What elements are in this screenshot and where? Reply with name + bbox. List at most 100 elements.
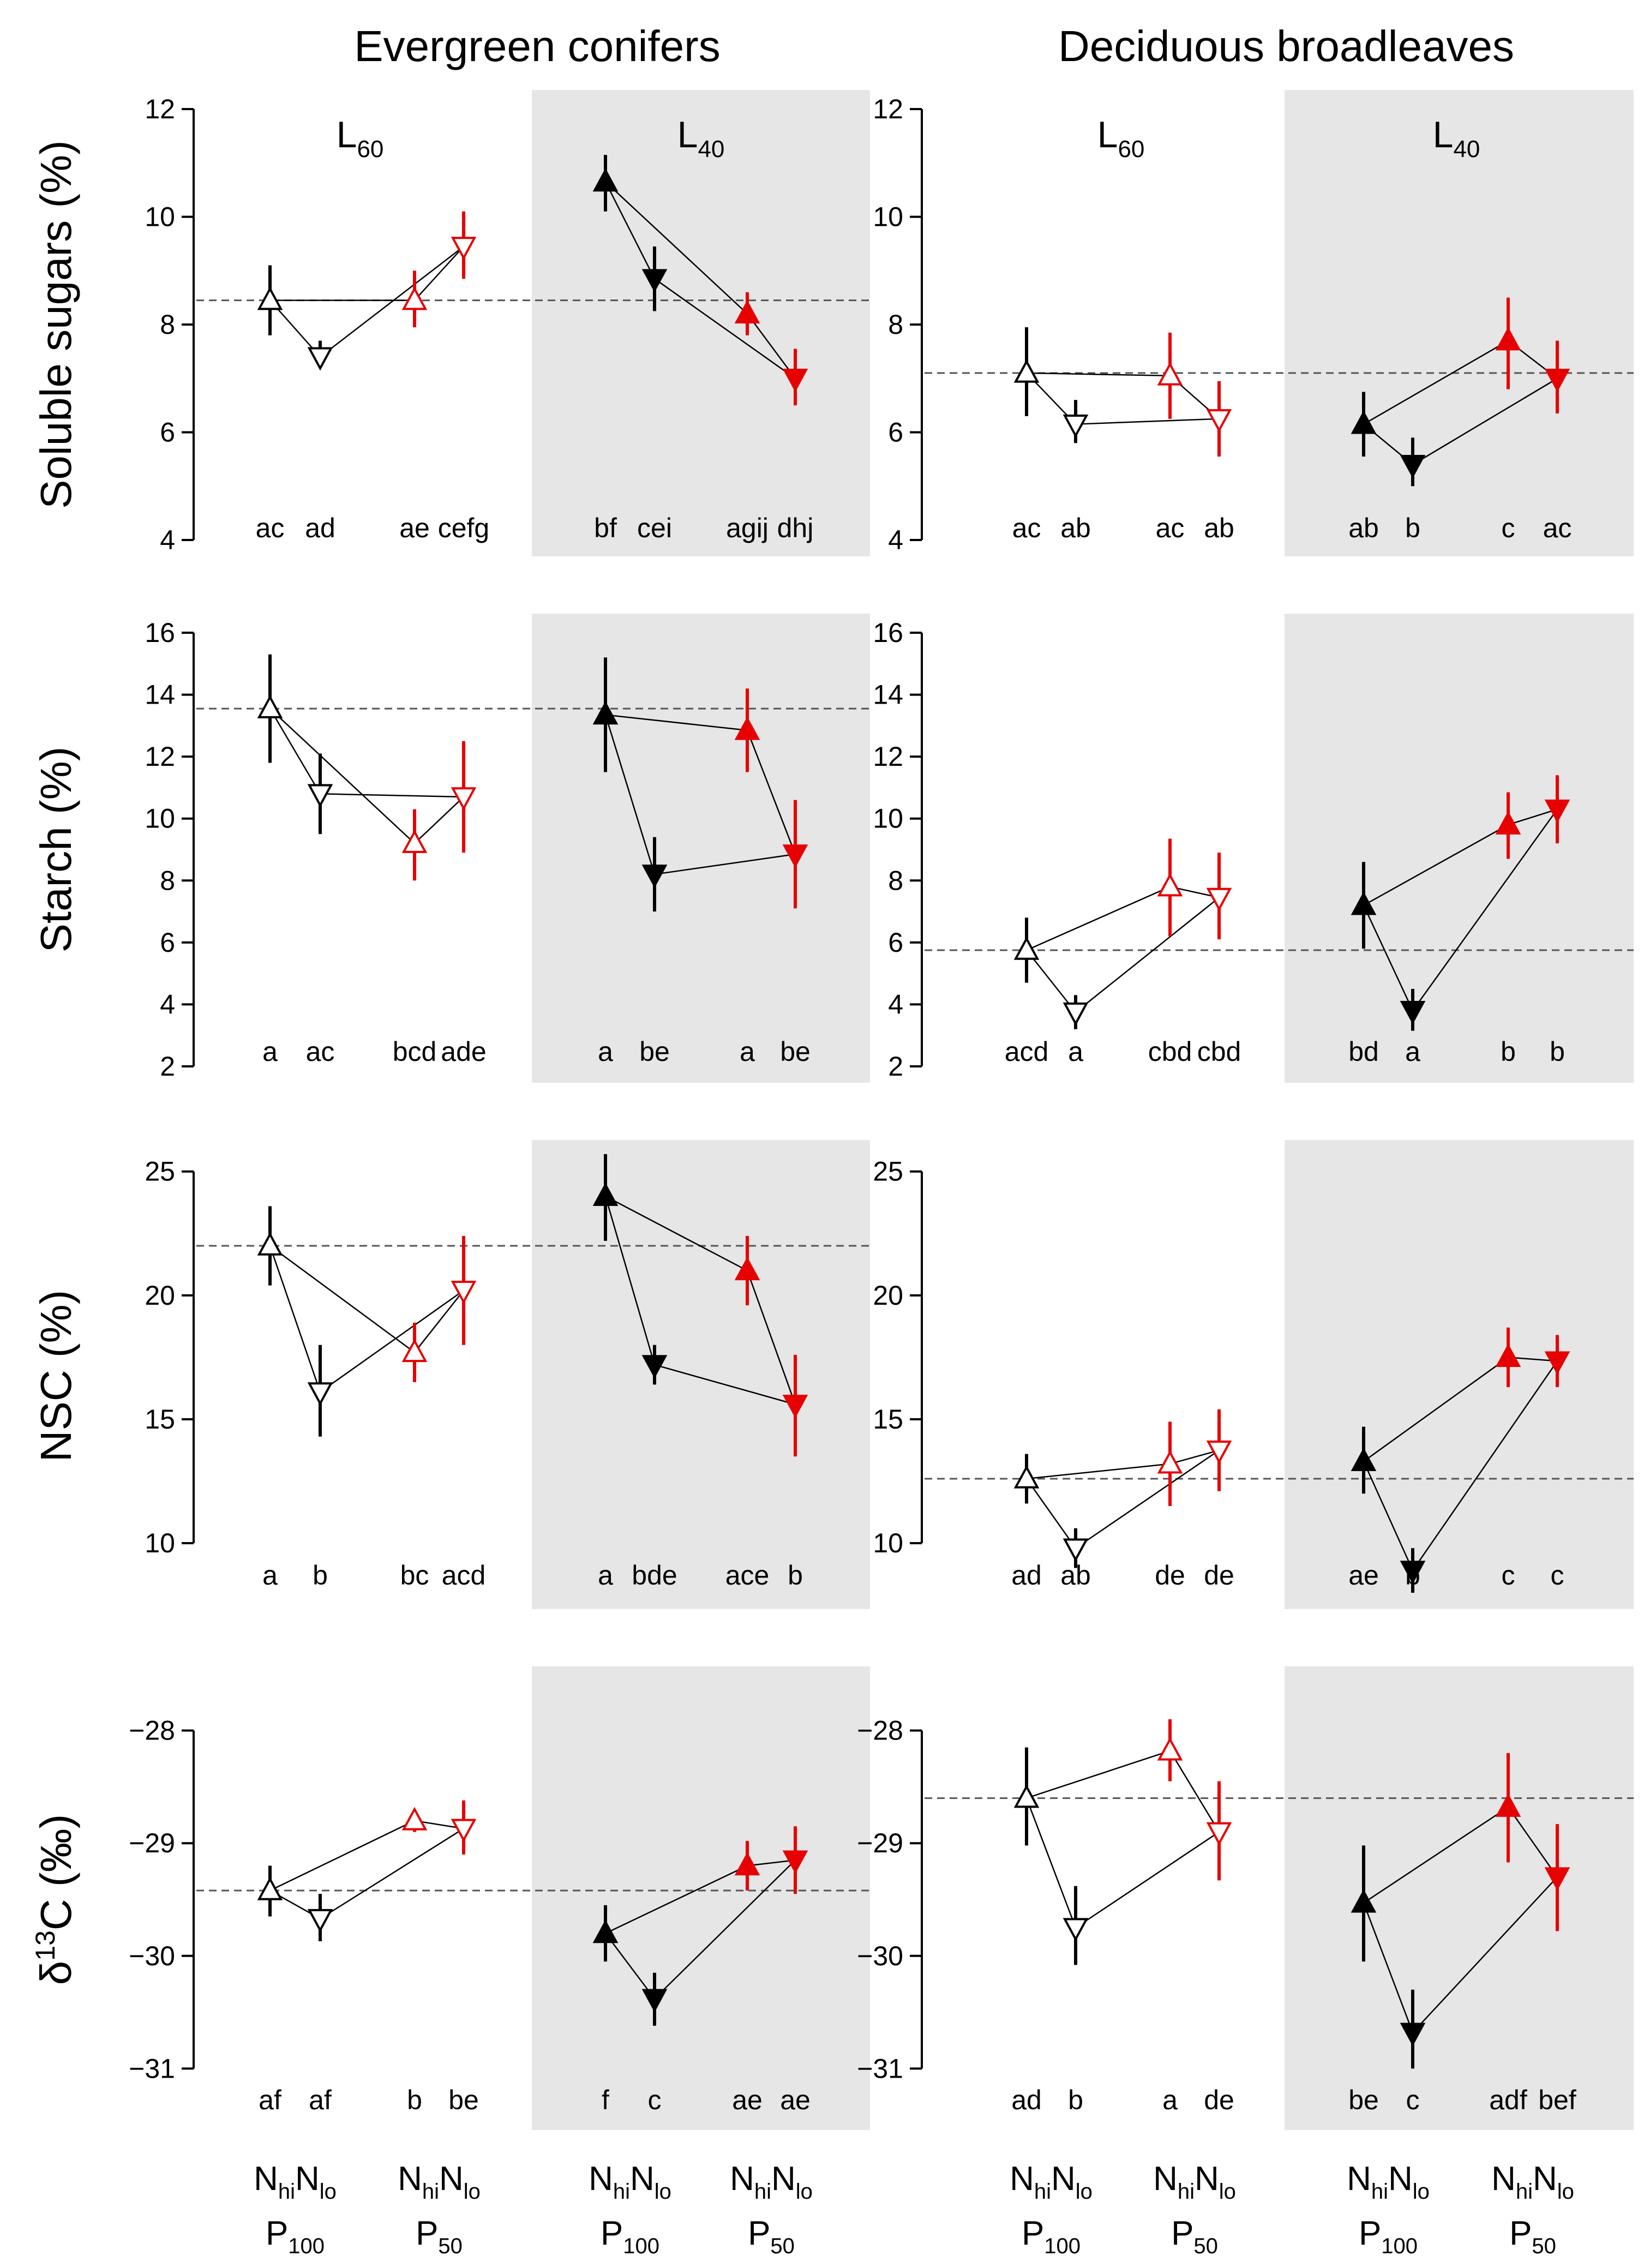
data-point-nhi-p50 (734, 1257, 760, 1281)
significance-letter: ae (1348, 1560, 1379, 1591)
nitrogen-label: NhiNlo (589, 2160, 671, 2204)
significance-letter: dhj (777, 513, 814, 543)
connector-line (605, 1865, 748, 1934)
significance-letter: ad (305, 513, 335, 543)
connector-line (1075, 897, 1220, 1013)
y-tick-label: 10 (145, 803, 175, 834)
y-tick-label: 20 (145, 1280, 175, 1311)
l40-shade (532, 614, 870, 1083)
data-point-nhi-p100 (257, 1876, 283, 1900)
significance-letter: ac (1156, 513, 1185, 543)
significance-letter: bde (632, 1560, 677, 1591)
data-point-nhi-p50 (1157, 1737, 1183, 1761)
connector-line (654, 278, 796, 379)
significance-letter: ab (1060, 1560, 1091, 1591)
significance-letter: b (788, 1560, 803, 1591)
connector-line (746, 1270, 796, 1405)
nitrogen-label: NhiNlo (1491, 2160, 1574, 2204)
data-point-nhi-p50 (401, 829, 428, 853)
significance-letter: b (313, 1560, 328, 1591)
series-l60: ad ab de de (1011, 1409, 1234, 1591)
y-tick-label: −31 (857, 2053, 903, 2084)
y-tick-label: 12 (145, 94, 175, 124)
y-tick-label: 4 (160, 525, 175, 555)
series-l40: bf cei agij dhj (592, 154, 814, 543)
data-point-nhi-p50 (1157, 873, 1183, 897)
significance-letter: be (639, 1036, 670, 1067)
series-l60: ac ab ac ab (1012, 327, 1234, 543)
data-point-nlo-p50 (782, 1394, 808, 1418)
connector-line (1363, 1807, 1509, 1904)
significance-letter: ae (732, 2085, 763, 2115)
connector-line (1363, 340, 1509, 425)
data-point-nlo-p100 (307, 784, 333, 808)
data-point-nlo-p100 (641, 1989, 668, 2013)
y-tick-label: −28 (857, 1715, 903, 1746)
connector-line (320, 793, 464, 798)
significance-letter: a (598, 1036, 613, 1067)
significance-letter: c (648, 2085, 662, 2115)
significance-letter: b (1550, 1036, 1565, 1067)
y-tick-label: −29 (129, 1828, 175, 1858)
panel-r3-c1: −31 −30 −29 −28 ad b a de be c adf bef (857, 1666, 1634, 2130)
l40-shade (532, 1666, 870, 2130)
connector-line (1412, 1876, 1558, 2033)
light-level-label-l60: L60 (1097, 114, 1145, 163)
data-point-nhi-p50 (1495, 811, 1521, 835)
series-l60: ad b a de (1011, 1719, 1234, 2115)
nitrogen-label: NhiNlo (1010, 2160, 1093, 2204)
data-point-nlo-p100 (1400, 455, 1426, 478)
data-point-nlo-p50 (1544, 1867, 1570, 1891)
connector-line (654, 1859, 796, 2000)
y-tick-label: 15 (873, 1404, 903, 1435)
data-point-nhi-p100 (1351, 891, 1377, 915)
significance-letter: bef (1538, 2085, 1576, 2115)
y-tick-label: 6 (160, 417, 175, 448)
connector-line (654, 853, 796, 875)
connector-line (414, 1289, 464, 1353)
significance-letter: af (309, 2085, 332, 2115)
significance-letter: adf (1489, 2085, 1527, 2115)
significance-letter: bf (594, 513, 617, 543)
connector-line (604, 1196, 656, 1365)
connector-line (604, 181, 656, 279)
data-point-nhi-p50 (401, 1339, 428, 1363)
nitrogen-label: NhiNlo (730, 2160, 813, 2204)
significance-letter: b (1068, 2085, 1083, 2115)
nitrogen-label: NhiNlo (254, 2160, 337, 2204)
significance-letter: cbd (1148, 1036, 1192, 1067)
significance-letter: ad (1011, 1560, 1042, 1591)
connector-line (1025, 1478, 1077, 1549)
significance-letter: c (1551, 1560, 1564, 1591)
significance-letter: ac (1543, 513, 1572, 543)
l40-shade (1285, 1140, 1634, 1609)
significance-letter: b (407, 2085, 422, 2115)
y-tick-label: 10 (873, 803, 903, 834)
significance-letter: f (602, 2085, 609, 2115)
y-tick-label: −29 (857, 1828, 903, 1858)
phosphorus-label: P100 (266, 2215, 325, 2258)
y-tick-label: −28 (129, 1715, 175, 1746)
data-point-nlo-p50 (1544, 799, 1570, 823)
l40-shade (1285, 90, 1634, 556)
panel-r3-c0: −31 −30 −29 −28 af af b be f c ae ae (129, 1666, 870, 2130)
data-point-nhi-p100 (257, 286, 283, 310)
significance-letter: bd (1348, 1036, 1379, 1067)
connector-line (1026, 886, 1171, 951)
y-axis-label: Soluble sugars (%) (32, 140, 80, 509)
y-tick-label: 25 (145, 1156, 175, 1187)
y-tick-label: 4 (888, 989, 903, 1019)
data-point-nlo-p50 (782, 369, 808, 392)
y-tick-label: −31 (129, 2053, 175, 2084)
data-point-nhi-p100 (592, 1182, 619, 1206)
connector-line (320, 1828, 464, 1919)
connector-line (1412, 377, 1558, 465)
data-point-nlo-p100 (1400, 1001, 1426, 1024)
y-tick-label: 20 (873, 1280, 903, 1311)
connector-line (654, 1364, 796, 1405)
panel-r2-c1: 10 15 20 25 ad ab de de ae b c c (873, 1140, 1634, 1609)
data-point-nlo-p100 (1400, 1561, 1426, 1585)
phosphorus-label: P50 (416, 2215, 463, 2258)
